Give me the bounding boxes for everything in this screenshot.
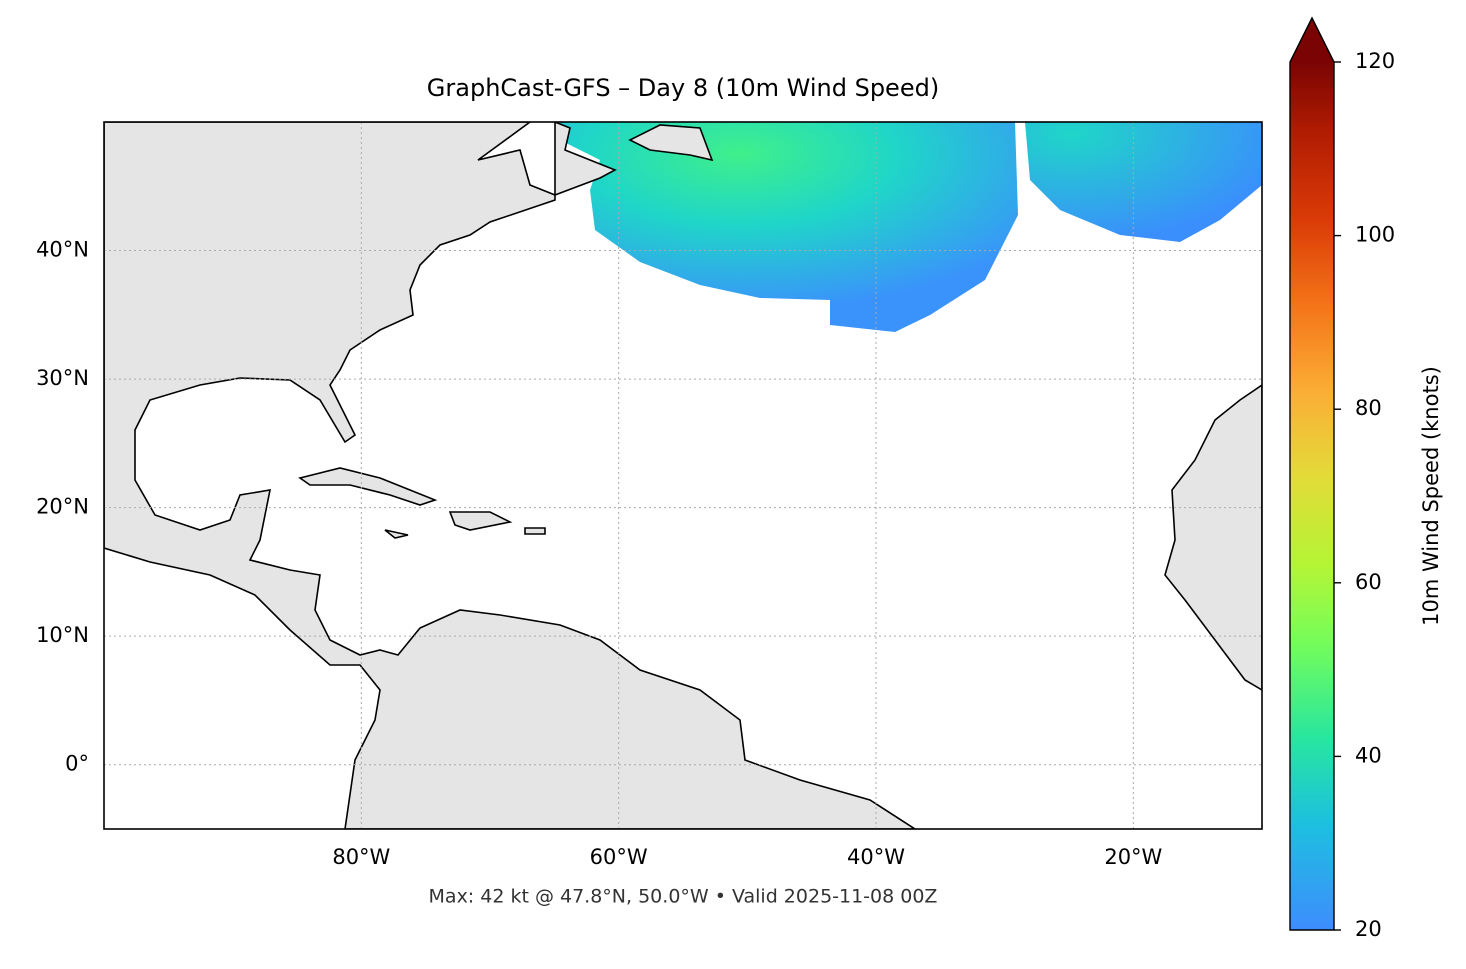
colorbar-tick-label: 120	[1355, 49, 1395, 73]
colorbar-tick-label: 60	[1355, 570, 1382, 594]
y-tick-label: 20°N	[36, 495, 89, 519]
footnote: Max: 42 kt @ 47.8°N, 50.0°W • Valid 2025…	[429, 886, 938, 908]
y-tick-label: 40°N	[36, 238, 89, 262]
map-frame	[103, 121, 1263, 830]
wind-field	[1025, 122, 1262, 242]
x-tick-label: 20°W	[1104, 845, 1162, 869]
grid	[104, 122, 1262, 829]
land	[448, 511, 513, 531]
map-area	[104, 122, 1262, 829]
colorbar-tick-label: 20	[1355, 917, 1382, 941]
x-tick-label: 80°W	[332, 845, 390, 869]
colorbar-tick-label: 100	[1355, 223, 1395, 247]
land	[628, 124, 714, 162]
x-tick-label: 60°W	[590, 845, 648, 869]
land	[384, 529, 409, 539]
chart-title: GraphCast-GFS – Day 8 (10m Wind Speed)	[427, 74, 939, 102]
x-tick-label: 40°W	[847, 845, 905, 869]
wind-field	[555, 122, 1018, 332]
y-tick-label: 30°N	[36, 366, 89, 390]
colorbar-tick-label: 80	[1355, 396, 1382, 420]
colorbar-frame	[1289, 16, 1335, 931]
colorbar-extend	[1290, 18, 1334, 62]
land	[1164, 384, 1262, 691]
colorbar-label: 10m Wind Speed (knots)	[1419, 366, 1443, 626]
y-tick-label: 0°	[65, 752, 89, 776]
y-tick-label: 10°N	[36, 623, 89, 647]
colorbar-tick-label: 40	[1355, 743, 1382, 767]
colorbar	[1290, 62, 1334, 930]
land	[298, 467, 438, 506]
land	[524, 527, 546, 535]
